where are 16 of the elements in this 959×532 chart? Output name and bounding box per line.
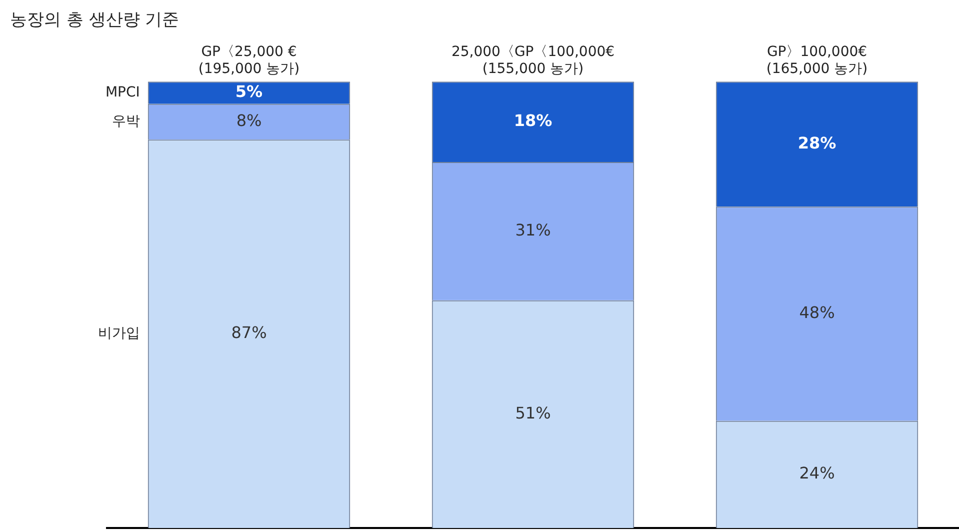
series-label: 우박 [112,113,140,130]
data-label: 51% [515,403,551,422]
data-label: 24% [799,464,835,483]
series-label: MPCI [105,84,140,100]
chart-title: 농장의 총 생산량 기준 [10,9,180,31]
data-label: 8% [236,110,262,130]
x-tick-label: GP〉100,000€ (165,000 농가) [766,44,868,77]
data-label: 87% [231,322,267,342]
data-label: 5% [235,82,263,101]
x-tick-label: 25,000〈GP〈100,000€ (155,000 농가) [451,44,615,77]
data-label: 28% [798,133,836,152]
data-label: 18% [514,110,552,130]
data-label: 48% [799,302,835,322]
series-label: 비가입 [98,325,140,342]
data-label: 31% [515,220,551,240]
x-tick-label: GP〈25,000 € (195,000 농가) [198,44,300,77]
